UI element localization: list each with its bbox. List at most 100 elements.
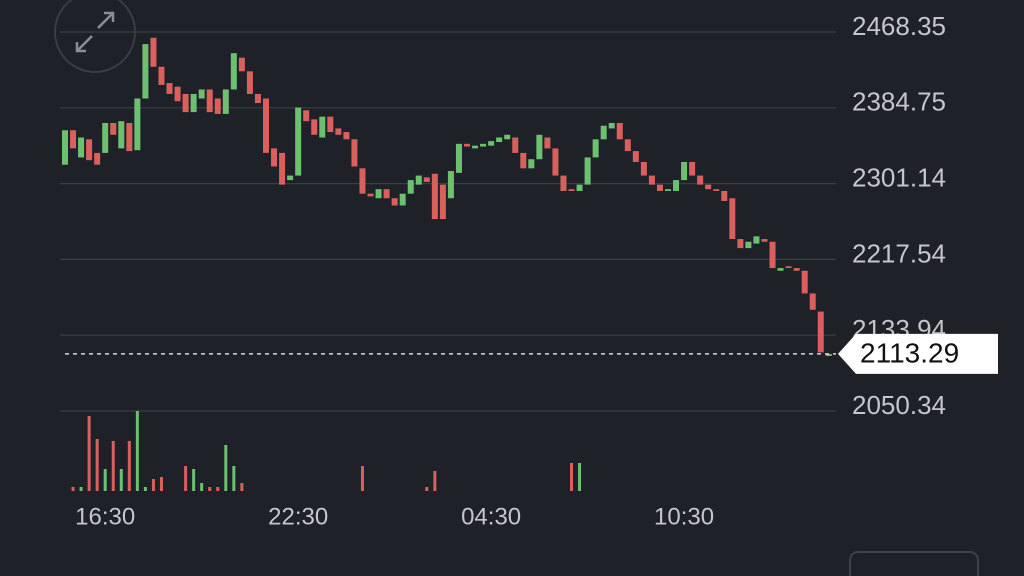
volume-bar — [79, 487, 83, 491]
candle — [423, 177, 430, 182]
candle — [608, 122, 615, 129]
candle — [616, 122, 623, 140]
candle — [793, 268, 800, 271]
candle — [689, 161, 696, 176]
volume-bar — [143, 487, 147, 491]
volume-bar — [216, 487, 220, 491]
candle — [568, 189, 575, 191]
x-tick-label: 16:30 — [75, 503, 135, 530]
candle — [222, 89, 229, 114]
volume-bar — [360, 466, 364, 491]
y-tick-label: 2301.14 — [852, 162, 946, 192]
y-tick-label: 2468.35 — [852, 11, 946, 41]
y-tick-label: 2050.34 — [852, 390, 946, 420]
candle — [504, 134, 511, 140]
candle — [825, 353, 832, 357]
x-tick-label: 22:30 — [268, 503, 328, 530]
volume-bar — [119, 469, 123, 491]
volume-bar — [71, 487, 75, 491]
candle — [327, 116, 334, 133]
volume-bar — [184, 466, 188, 491]
candle — [624, 139, 631, 152]
y-tick-label: 2217.54 — [852, 238, 946, 268]
candle — [271, 148, 278, 167]
candle — [488, 141, 495, 146]
candle — [359, 168, 366, 194]
candle — [431, 173, 438, 220]
volume-bar — [103, 469, 107, 491]
candle — [464, 143, 470, 147]
candle — [351, 139, 358, 167]
candle — [632, 151, 639, 162]
candle — [295, 107, 302, 176]
candle — [584, 157, 591, 185]
candle — [319, 116, 326, 138]
candle — [512, 137, 519, 153]
candle — [70, 130, 77, 149]
candle — [391, 198, 398, 206]
candle — [78, 137, 85, 158]
volume-bar — [570, 463, 574, 491]
last-price-box — [838, 333, 998, 374]
candle — [785, 266, 792, 269]
candle — [721, 190, 728, 201]
volume-bar — [224, 445, 228, 491]
candle — [480, 143, 487, 147]
candle — [166, 83, 173, 94]
candle — [737, 239, 744, 249]
volume-bar — [578, 463, 582, 491]
candle — [246, 71, 253, 94]
candle — [263, 98, 269, 153]
candle — [383, 189, 390, 199]
candle — [102, 122, 109, 153]
candle — [303, 110, 310, 122]
candle — [809, 293, 816, 310]
volume-bar — [127, 441, 131, 491]
volume-bar — [208, 487, 212, 491]
candle — [439, 184, 446, 220]
candle — [198, 89, 205, 99]
volume-bar — [200, 483, 204, 491]
candle — [415, 175, 422, 185]
candle — [174, 86, 181, 102]
volume-bar — [425, 487, 429, 491]
candle — [801, 270, 808, 294]
candle — [681, 161, 688, 181]
expand-button[interactable] — [54, 0, 136, 73]
candle — [640, 161, 647, 176]
candle — [520, 152, 527, 169]
volume-bar — [433, 471, 437, 491]
expand-icon[interactable] — [75, 11, 115, 53]
candle — [343, 132, 350, 140]
volume-bar — [111, 441, 115, 491]
expand-circle[interactable] — [54, 0, 136, 73]
candle — [817, 311, 824, 353]
candle — [472, 145, 479, 149]
x-tick-label: 04:30 — [461, 503, 521, 530]
candle — [697, 175, 704, 185]
candle — [118, 121, 125, 149]
volume-bar — [95, 439, 99, 491]
candle — [769, 241, 776, 269]
candle — [455, 143, 462, 173]
candle — [592, 139, 599, 158]
candle — [528, 159, 535, 169]
candle — [753, 236, 760, 244]
y-tick-label: 2384.75 — [852, 87, 946, 117]
candle — [142, 44, 149, 99]
candle — [713, 189, 720, 191]
candle — [544, 137, 551, 149]
candle — [729, 198, 736, 240]
candle — [190, 93, 197, 113]
candle — [656, 184, 663, 191]
candle — [496, 137, 503, 143]
candle — [279, 152, 286, 185]
volume-bar — [232, 466, 236, 491]
candle — [150, 37, 157, 67]
candle — [367, 193, 374, 197]
candle — [600, 125, 607, 140]
candle — [214, 98, 221, 114]
bottom-button[interactable] — [849, 551, 979, 576]
candle — [560, 175, 567, 191]
